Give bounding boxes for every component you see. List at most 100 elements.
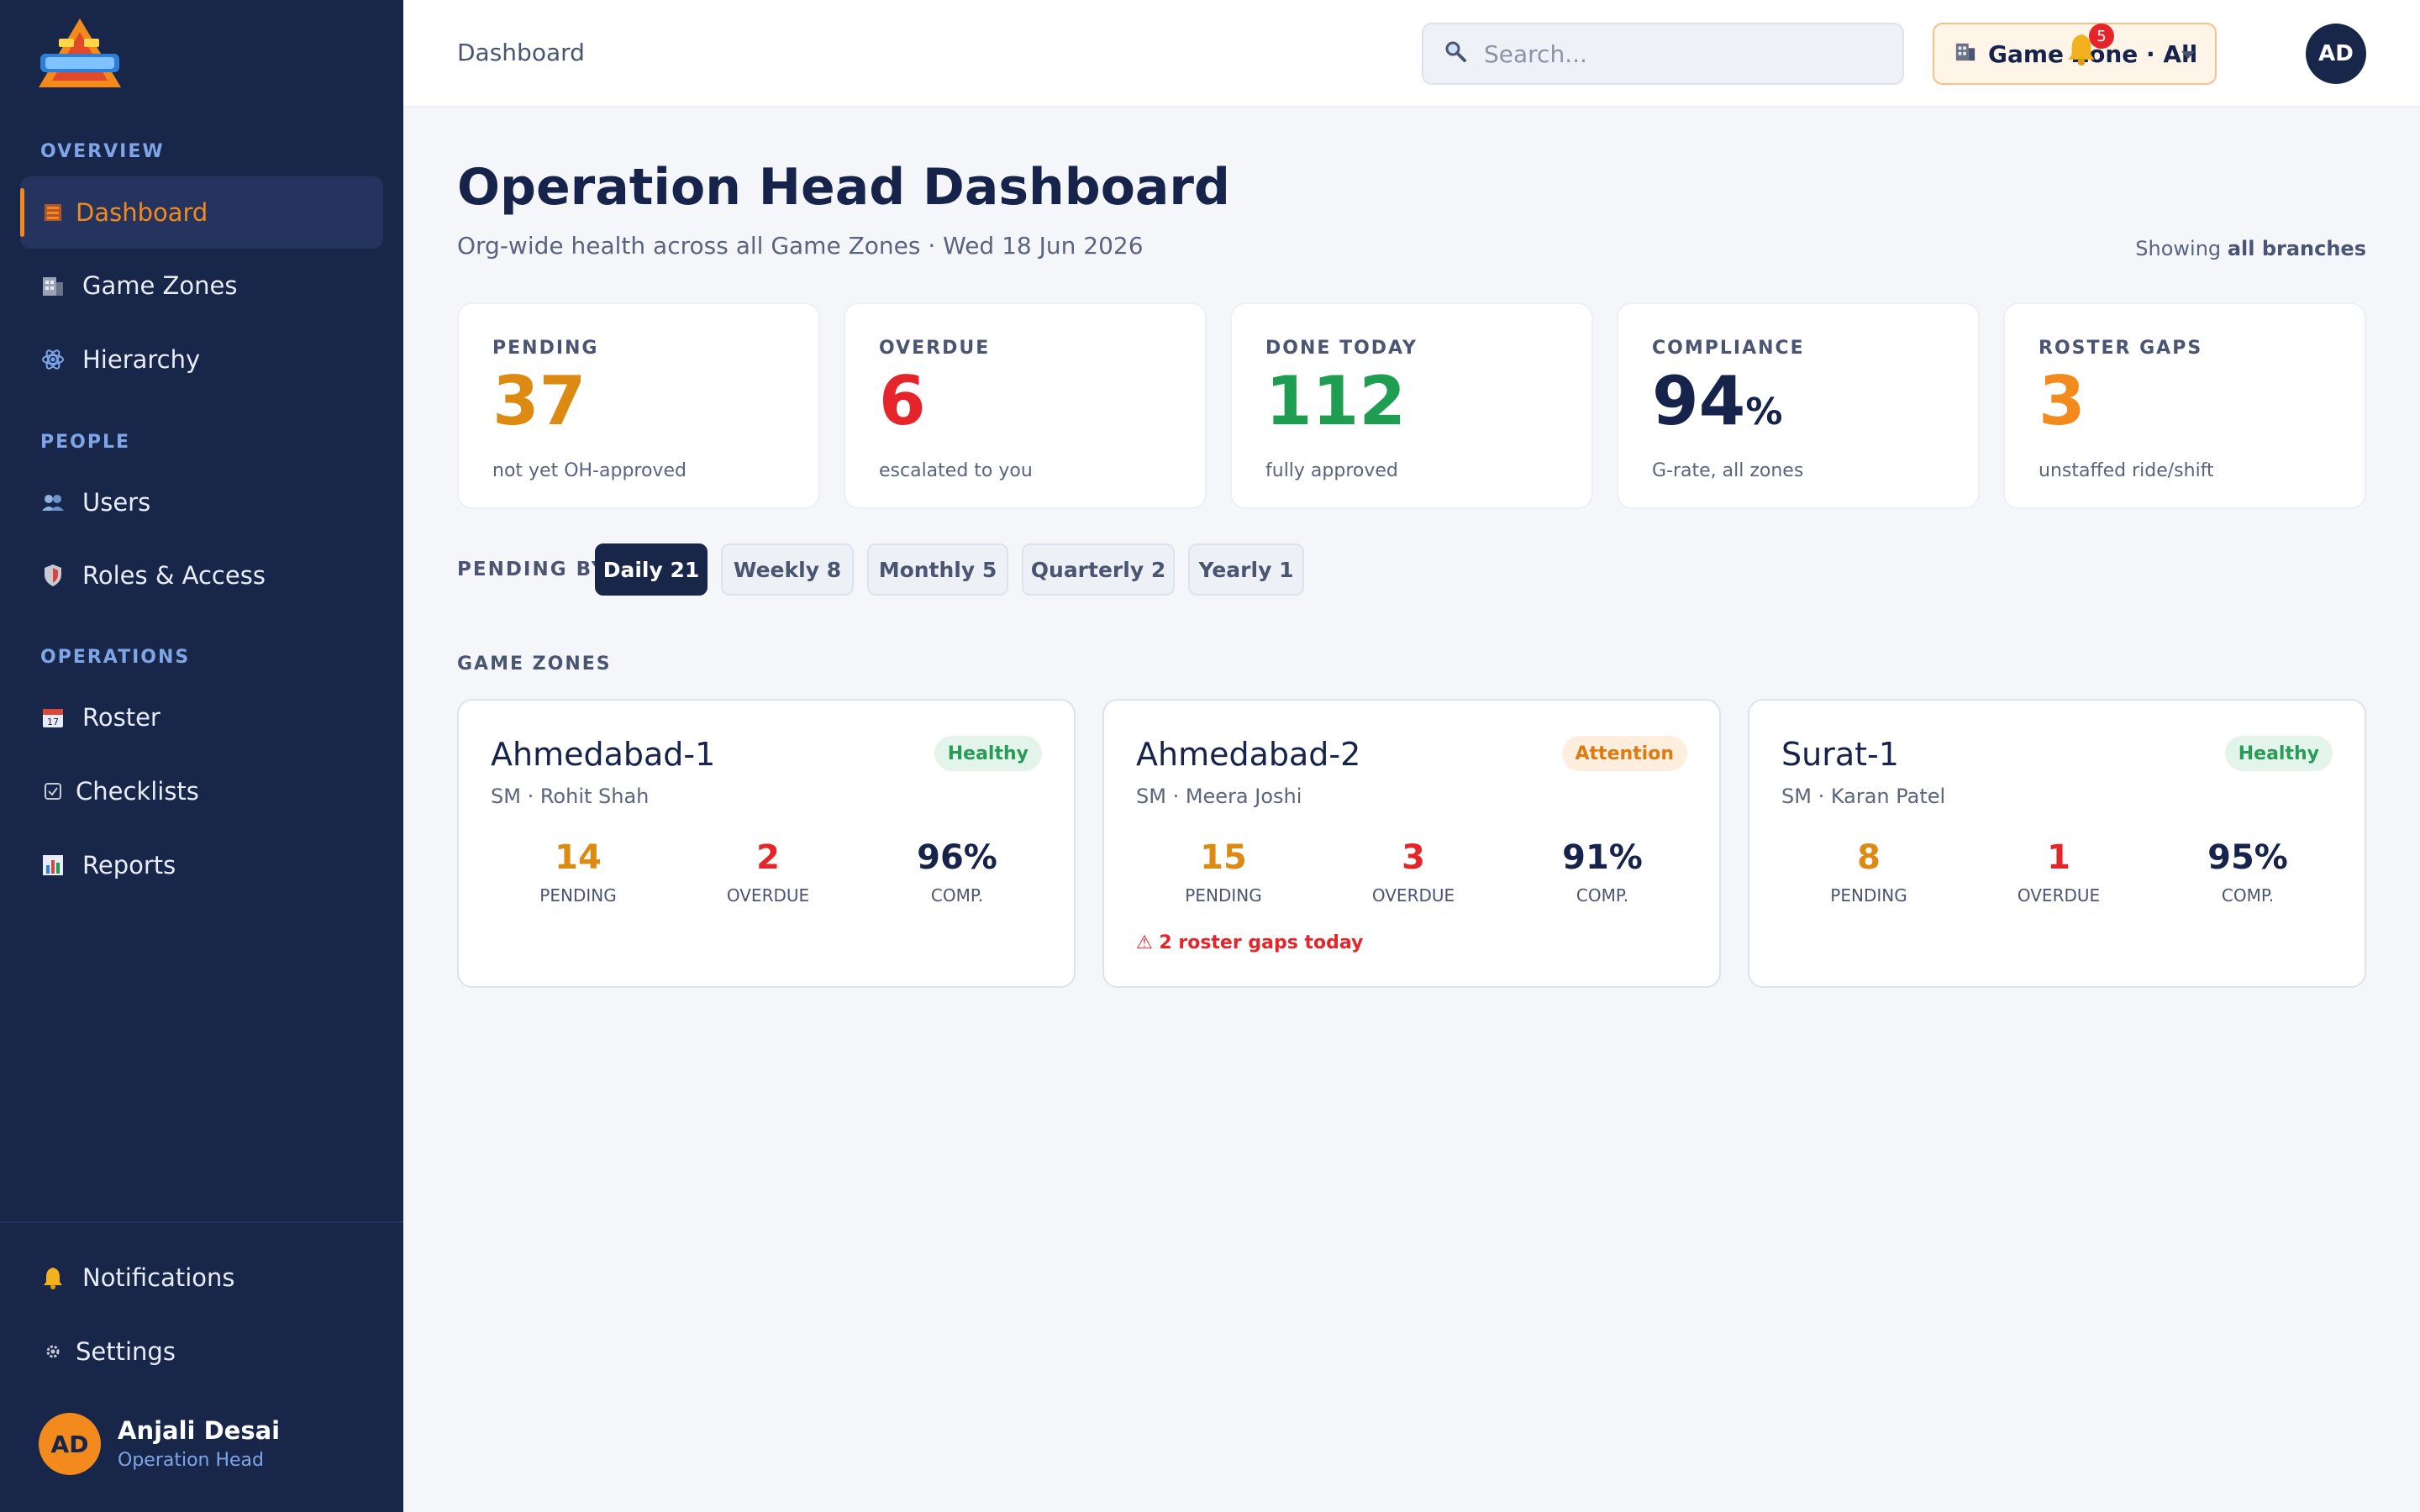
- zone-name: Ahmedabad-1: [491, 736, 716, 773]
- stat-caption: escalated to you: [879, 460, 1033, 481]
- metric-label: COMP.: [2221, 885, 2275, 906]
- user-avatar[interactable]: AD: [39, 1413, 101, 1475]
- section-overview: OVERVIEW: [40, 141, 165, 162]
- filter-pill-weekly[interactable]: Weekly 8: [721, 543, 854, 596]
- stat-number: 6: [879, 362, 926, 440]
- sidebar-item-settings[interactable]: Settings: [20, 1315, 383, 1388]
- stat-label: ROSTER GAPS: [2039, 338, 2203, 359]
- breadcrumb[interactable]: Dashboard: [457, 39, 585, 66]
- metric-value: 96%: [917, 838, 997, 877]
- sidebar-item-notifications[interactable]: Notifications: [20, 1242, 383, 1314]
- pending-by-label: PENDING BY: [457, 559, 608, 580]
- bell-icon: [40, 1265, 66, 1290]
- brand-logo[interactable]: [34, 15, 126, 92]
- sidebar-divider: [0, 1221, 403, 1223]
- branch-scope-note: Showing all branches: [2135, 237, 2366, 260]
- zone-metric-overdue: 2 OVERDUE: [684, 838, 852, 906]
- metric-value: 95%: [2207, 838, 2288, 877]
- stat-card-compliance[interactable]: COMPLIANCE 94% G-rate, all zones: [1617, 302, 1980, 509]
- sidebar-item-roster[interactable]: 17 Roster: [20, 681, 383, 753]
- branch-scope-value: all branches: [2227, 237, 2366, 260]
- status-badge: Attention: [1561, 736, 1687, 771]
- metric-value: 3: [1402, 838, 1425, 877]
- stat-number: 94: [1652, 362, 1746, 440]
- profile-avatar[interactable]: AD: [2306, 24, 2366, 84]
- filter-pill-monthly[interactable]: Monthly 5: [867, 543, 1008, 596]
- metric-label: COMP.: [930, 885, 984, 906]
- chevron-down-icon: [2181, 51, 2195, 59]
- filter-pill-daily[interactable]: Daily 21: [595, 543, 708, 596]
- section-people: PEOPLE: [40, 432, 131, 453]
- svg-text:17: 17: [47, 717, 59, 727]
- zone-manager: SM · Karan Patel: [1781, 785, 1946, 808]
- metric-value: 14: [555, 838, 602, 877]
- sidebar-item-reports[interactable]: Reports: [20, 829, 383, 901]
- sidebar-item-checklists[interactable]: Checklists: [20, 755, 383, 827]
- stat-value: 6: [879, 362, 1205, 452]
- checkbox-icon: [40, 779, 66, 804]
- sidebar-item-label: Users: [82, 488, 151, 517]
- stat-card-done-today[interactable]: DONE TODAY 112 fully approved: [1230, 302, 1593, 509]
- metric-label: PENDING: [1185, 885, 1262, 906]
- metric-label: OVERDUE: [2017, 885, 2101, 906]
- section-operations: OPERATIONS: [40, 647, 191, 668]
- stat-caption: not yet OH-approved: [492, 460, 687, 481]
- filter-pill-yearly[interactable]: Yearly 1: [1188, 543, 1304, 596]
- stat-caption: G-rate, all zones: [1652, 460, 1804, 481]
- stat-number: 3: [2039, 362, 2086, 440]
- users-icon: [40, 490, 66, 515]
- search-input[interactable]: [1484, 39, 1887, 68]
- sidebar-item-label: Dashboard: [76, 198, 208, 227]
- stat-caption: unstaffed ride/shift: [2039, 460, 2214, 481]
- sidebar-item-hierarchy[interactable]: Hierarchy: [20, 323, 383, 396]
- user-name: Anjali Desai: [118, 1416, 281, 1445]
- stat-card-pending[interactable]: PENDING 37 not yet OH-approved: [457, 302, 820, 509]
- calendar-icon: 17: [40, 705, 66, 730]
- sidebar-item-label: Game Zones: [82, 271, 238, 300]
- notifications-bell-icon[interactable]: [2065, 32, 2097, 73]
- stat-label: OVERDUE: [879, 338, 991, 359]
- gear-icon: [40, 1339, 66, 1364]
- metric-value: 2: [756, 838, 780, 877]
- zone-card-ahmedabad-1[interactable]: Ahmedabad-1 SM · Rohit Shah Healthy 14 P…: [457, 699, 1076, 988]
- status-badge: Healthy: [934, 736, 1042, 771]
- stat-label: DONE TODAY: [1265, 338, 1418, 359]
- metric-label: PENDING: [1830, 885, 1907, 906]
- metric-label: OVERDUE: [1371, 885, 1455, 906]
- metric-value: 8: [1857, 838, 1881, 877]
- zone-card-ahmedabad-2[interactable]: Ahmedabad-2 SM · Meera Joshi Attention 1…: [1102, 699, 1721, 988]
- stat-label: PENDING: [492, 338, 599, 359]
- sidebar-item-game-zones[interactable]: Game Zones: [20, 249, 383, 322]
- stat-card-roster-gaps[interactable]: ROSTER GAPS 3 unstaffed ride/shift: [2003, 302, 2366, 509]
- stat-value: 94%: [1652, 362, 1978, 452]
- zone-metric-compliance: 95% COMP.: [2164, 838, 2332, 906]
- zone-metric-pending: 15 PENDING: [1139, 838, 1307, 906]
- zone-manager: SM · Meera Joshi: [1136, 785, 1302, 808]
- search-icon: [1444, 39, 1467, 69]
- zone-name: Ahmedabad-2: [1136, 736, 1361, 773]
- stat-unit: %: [1745, 391, 1783, 433]
- sidebar-item-dashboard[interactable]: Dashboard: [20, 176, 383, 249]
- metric-value: 15: [1200, 838, 1247, 877]
- bar-chart-icon: [40, 853, 66, 878]
- sidebar-item-users[interactable]: Users: [20, 466, 383, 538]
- status-badge: Healthy: [2224, 736, 2333, 771]
- zone-card-surat-1[interactable]: Surat-1 SM · Karan Patel Healthy 8 PENDI…: [1748, 699, 2366, 988]
- stat-label: COMPLIANCE: [1652, 338, 1805, 359]
- sidebar-item-label: Hierarchy: [82, 345, 201, 374]
- zone-metric-overdue: 3 OVERDUE: [1329, 838, 1497, 906]
- page-subtitle: Org-wide health across all Game Zones · …: [457, 232, 1144, 260]
- stat-value: 37: [492, 362, 818, 452]
- stat-card-overdue[interactable]: OVERDUE 6 escalated to you: [844, 302, 1207, 509]
- filter-pill-quarterly[interactable]: Quarterly 2: [1022, 543, 1175, 596]
- search-box[interactable]: [1422, 23, 1904, 85]
- building-icon: [40, 273, 66, 298]
- sidebar-item-label: Roles & Access: [82, 561, 266, 590]
- topbar: Dashboard Game Zone · All 5 AD: [403, 0, 2420, 108]
- zone-metric-overdue: 1 OVERDUE: [1975, 838, 2143, 906]
- sidebar: OVERVIEW Dashboard Game Zones Hierarchy …: [0, 0, 403, 1512]
- stat-number: 37: [492, 362, 587, 440]
- game-zones-heading: GAME ZONES: [457, 654, 612, 675]
- sidebar-item-roles[interactable]: Roles & Access: [20, 539, 383, 612]
- sidebar-item-label: Settings: [76, 1337, 176, 1366]
